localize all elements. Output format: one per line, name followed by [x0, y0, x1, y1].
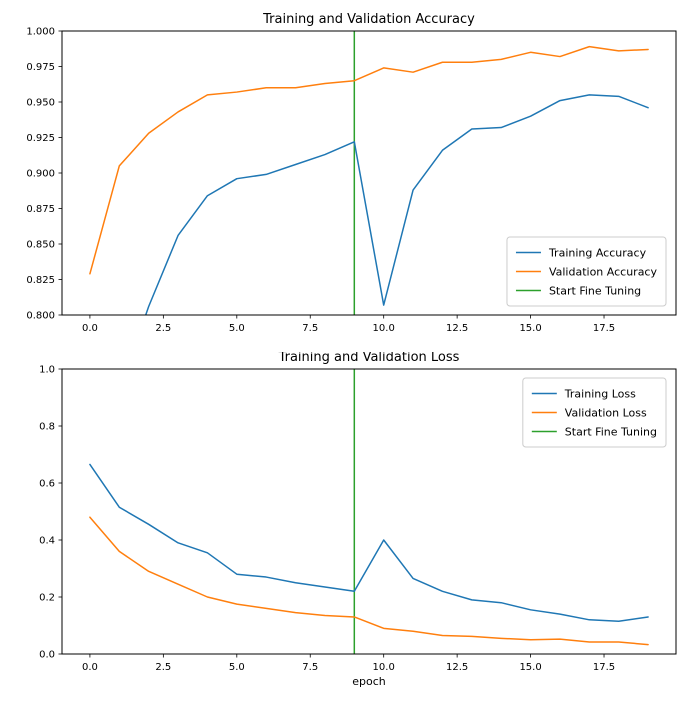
x-tick-label: 15.0	[519, 323, 541, 334]
legend-box	[506, 236, 667, 307]
y-tick-label: 0.950	[26, 98, 55, 109]
axes-frame	[61, 368, 677, 655]
y-tick-label: 0.850	[26, 240, 55, 251]
validation-accuracy-line	[89, 45, 649, 275]
y-tick-label: 1.0	[39, 365, 55, 376]
x-tick-label: 12.5	[446, 662, 468, 673]
validation-loss-legend-label: Validation Loss	[565, 407, 647, 420]
x-tick-label: 15.0	[519, 662, 541, 673]
y-tick-label: 0.975	[26, 62, 55, 73]
legend: Training Loss Validation Loss Start Fine T…	[522, 377, 667, 448]
y-tick-label: 0.800	[26, 311, 55, 322]
y-tick-label: 1.000	[26, 27, 55, 38]
x-tick-label: 17.5	[593, 323, 615, 334]
x-tick-label: 10.0	[373, 323, 395, 334]
accuracy-subplot: 0.0 2.5 5.0 7.5 10.0 12.5 15.0 17.5 0.800 0.825 0.…	[26, 12, 677, 334]
x-tick-label: 2.5	[155, 662, 171, 673]
loss-subplot: 0.0 2.5 5.0 7.5 10.0 12.5 15.0 17.5 0.0 0.2 0.4 0.6…	[0, 350, 689, 701]
loss-chart-svg: 0.0 2.5 5.0 7.5 10.0 12.5 15.0 17.5 0.0 0.2 0.4 0.6…	[39, 350, 677, 688]
x-tick-label: 10.0	[373, 662, 395, 673]
y-tick-label: 0.825	[26, 275, 55, 286]
validation-loss-line	[89, 516, 649, 646]
x-tick-label: 17.5	[593, 662, 615, 673]
axes-frame	[61, 30, 677, 316]
y-axis-ticks: 0.800 0.825 0.850 0.875 0.900 0.925 0.950 0.975…	[26, 27, 62, 322]
y-tick-label: 0.6	[39, 479, 55, 490]
y-tick-label: 0.0	[39, 650, 55, 661]
training-loss-legend-label: Training Loss	[564, 388, 636, 401]
x-axis-ticks: 0.0 2.5 5.0 7.5 10.0 12.5 15.0 17.5	[82, 654, 615, 673]
y-tick-label: 0.2	[39, 593, 55, 604]
accuracy-chart-svg: 0.0 2.5 5.0 7.5 10.0 12.5 15.0 17.50.8000.8250.…	[26, 12, 677, 334]
x-tick-label: 0.0	[82, 323, 98, 334]
training-loss-line	[89, 463, 649, 622]
y-tick-label: 0.925	[26, 133, 55, 144]
x-tick-label: 5.0	[229, 323, 245, 334]
x-tick-label: 0.0	[82, 662, 98, 673]
x-axis-label: epoch	[352, 675, 386, 688]
training-accuracy-legend-label: Training Accuracy	[548, 247, 647, 260]
x-tick-label: 7.5	[302, 323, 318, 334]
training-accuracy-line	[144, 94, 649, 315]
legend-box	[522, 377, 667, 448]
x-tick-label: 12.5	[446, 323, 468, 334]
validation-accuracy-legend-label: Validation Accuracy	[549, 266, 658, 279]
loss-title: Training and Validation Loss	[278, 352, 460, 365]
y-tick-label: 0.4	[39, 536, 55, 547]
x-tick-label: 2.5	[155, 323, 171, 334]
y-axis-ticks: 0.0 0.2 0.4 0.6 0.8 1.0	[39, 365, 62, 661]
accuracy-title: Training and Validation Accuracy	[262, 12, 475, 27]
y-tick-label: 0.875	[26, 204, 55, 215]
y-tick-label: 0.900	[26, 169, 55, 180]
start-fine-tuning-legend-label: Start Fine Tuning	[549, 285, 641, 298]
start-fine-tuning-legend-label: Start Fine Tuning	[565, 426, 657, 439]
legend: Training Accuracy Validation Accuracy Star…	[506, 236, 667, 307]
y-tick-label: 0.8	[39, 422, 55, 433]
x-tick-label: 5.0	[229, 662, 245, 673]
x-axis-ticks: 0.0 2.5 5.0 7.5 10.0 12.5 15.0 17.5	[82, 315, 615, 334]
x-tick-label: 7.5	[302, 662, 318, 673]
